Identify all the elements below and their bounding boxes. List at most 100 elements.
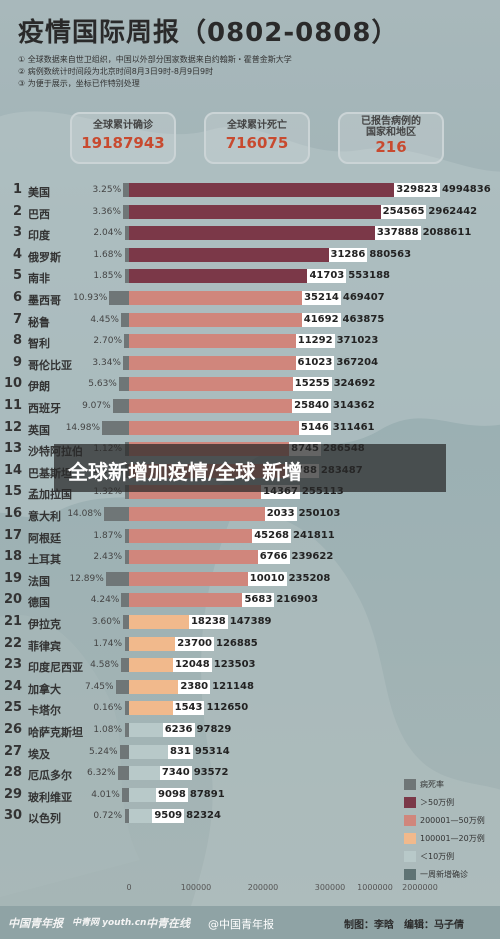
death-rate-label: 14.98%: [65, 422, 101, 433]
weekly-new-label: 329823: [394, 183, 440, 197]
total-cases-label: 239622: [291, 551, 334, 563]
global-confirmed-card: 全球累计确诊 19187943: [70, 112, 176, 164]
legend-label: 100001—20万例: [420, 834, 485, 843]
death-rate-bar: [103, 507, 129, 521]
rank: 1: [12, 182, 22, 197]
death-rate-label: 1.74%: [93, 638, 122, 649]
country-name: 加拿大: [28, 682, 61, 696]
x-tick-label: 200000: [247, 883, 279, 892]
rank: 15: [4, 484, 23, 500]
rank: 13: [4, 441, 23, 457]
countries-label: 已报告病例的 国家和地区: [361, 116, 421, 138]
total-cases-bar: [129, 291, 341, 305]
table-row: 8 智利 2.70% 11292 371023: [0, 331, 500, 351]
credits: 制图：李晗 编辑：马子倩: [344, 920, 464, 931]
weekly-new-label: 35214: [302, 291, 341, 305]
weekly-new-label: 9098: [156, 787, 188, 802]
legend-swatch: [404, 833, 416, 844]
death-rate-label: 4.01%: [91, 789, 120, 800]
rank: 23: [4, 657, 23, 673]
death-rate-bar: [123, 183, 129, 197]
table-row: 28 厄瓜多尔 6.32% 7340 93572: [0, 763, 500, 783]
death-rate-bar: [125, 809, 129, 824]
death-rate-label: 4.58%: [90, 660, 119, 671]
legend-swatch: [404, 851, 416, 862]
death-rate-label: 1.08%: [93, 725, 122, 735]
country-name: 埃及: [28, 747, 50, 761]
death-rate-label: 4.45%: [90, 314, 119, 325]
weekly-new-label: 1543: [172, 701, 205, 716]
weekly-new-label: 5683: [242, 593, 275, 608]
weekly-new-label: 23700: [175, 636, 214, 651]
death-rate-label: 7.45%: [84, 681, 114, 692]
total-cases-label: 93572: [193, 767, 229, 779]
table-row: 12 英国 14.98% 5146 311461: [0, 418, 500, 438]
banner-text: 全球新增加疫情/全球 新增: [68, 460, 303, 484]
weekly-new-label: 41692: [301, 312, 341, 327]
rank: 8: [12, 333, 22, 349]
country-name: 哈萨克斯坦: [28, 726, 83, 739]
total-cases-label: 126885: [216, 637, 258, 649]
country-name: 阿根廷: [28, 531, 61, 545]
death-rate-bar: [120, 658, 129, 673]
weekly-new-label: 45268: [252, 528, 291, 543]
legend-label: 200001—50万例: [420, 816, 485, 825]
table-row: 29 玻利维亚 4.01% 9098 87891: [0, 785, 500, 805]
total-cases-label: 95314: [194, 745, 230, 757]
weekly-new-label: 61023: [295, 355, 335, 370]
death-rate-bar: [121, 787, 129, 802]
country-name: 玻利维亚: [28, 790, 72, 804]
country-name: 智利: [28, 337, 50, 351]
death-rate-bar: [112, 399, 129, 413]
country-name: 厄瓜多尔: [28, 769, 72, 783]
rank: 2: [12, 203, 22, 219]
death-rate-bar: [119, 744, 129, 759]
death-rate-bar: [125, 226, 129, 241]
summary-cards: 全球累计确诊 19187943 全球累计死亡 716075 已报告病例的 国家和…: [70, 112, 444, 164]
table-row: 20 德国 4.24% 5683 216903: [0, 590, 500, 610]
table-row: 4 俄罗斯 1.68% 31286 880563: [0, 245, 500, 265]
death-rate-bar: [109, 291, 129, 305]
death-rate-label: 2.04%: [93, 228, 122, 239]
page-title: 疫情国际周报（0802-0808）: [18, 18, 399, 48]
death-rate-bar: [122, 355, 129, 370]
total-cases-label: 123503: [213, 659, 256, 671]
total-cases-label: 121148: [212, 680, 254, 692]
weekly-new-label: 831: [167, 744, 193, 759]
table-row: 1 美国 3.25% 329823 4994836: [0, 180, 500, 200]
country-name: 以色列: [28, 812, 61, 826]
total-cases-bar: [129, 226, 421, 241]
table-row: 25 卡塔尔 0.16% 1543 112650: [0, 698, 500, 718]
table-row: 22 菲律宾 1.74% 23700 126885: [0, 634, 500, 654]
total-cases-bar: [129, 183, 440, 197]
country-name: 西班牙: [28, 402, 61, 415]
total-cases-label: 469407: [342, 292, 385, 303]
rank: 24: [4, 678, 23, 694]
death-rate-bar: [125, 269, 129, 284]
table-row: 16 意大利 14.08% 2033 250103: [0, 504, 500, 524]
total-cases-label: 324692: [333, 378, 376, 390]
country-name: 法国: [28, 574, 50, 588]
table-row: 7 秘鲁 4.45% 41692 463875: [0, 310, 500, 330]
global-deaths-card: 全球累计死亡 716075: [204, 112, 310, 164]
country-name: 巴西: [28, 207, 50, 221]
death-rate-label: 6.32%: [87, 768, 116, 779]
weekly-new-label: 5146: [298, 420, 331, 435]
death-rate-bar: [117, 766, 129, 781]
total-cases-bar: [129, 399, 331, 413]
death-rate-bar: [125, 247, 129, 262]
logo-cyol: 中青在线: [146, 917, 190, 930]
rank: 20: [4, 592, 23, 608]
total-cases-label: 314362: [332, 400, 375, 411]
death-rate-bar: [125, 528, 129, 543]
death-rate-label: 0.16%: [93, 703, 122, 714]
total-cases-label: 880563: [369, 248, 412, 260]
death-rate-label: 12.89%: [69, 573, 104, 584]
rank: 17: [4, 527, 23, 543]
rank: 29: [4, 786, 23, 802]
total-cases-label: 216903: [276, 594, 319, 606]
total-cases-bar: [129, 593, 275, 608]
legend-swatch: [404, 797, 416, 808]
legend-item: ＜10万例: [400, 848, 496, 866]
table-row: 19 法国 12.89% 10010 235208: [0, 569, 500, 589]
